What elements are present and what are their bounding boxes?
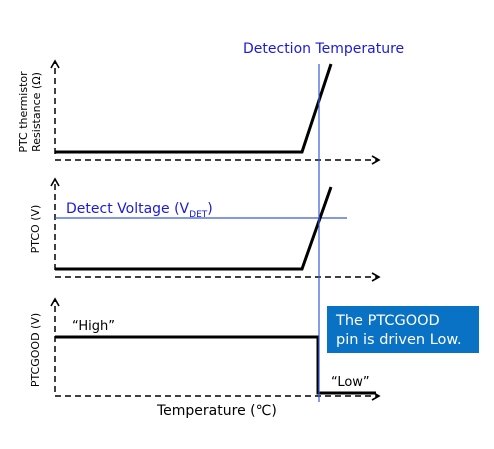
x-axis-label: Temperature (℃) <box>156 403 277 419</box>
ptcgood-callout: The PTCGOOD pin is driven Low. <box>327 306 479 353</box>
callout-line2: pin is driven Low. <box>336 332 462 348</box>
resistance-curve <box>55 63 333 154</box>
detection-temperature-label: Detection Temperature <box>243 41 404 57</box>
callout-line1: The PTCGOOD <box>336 313 440 329</box>
ptcgood-signal <box>55 335 376 395</box>
high-state-label: “High” <box>72 319 115 334</box>
ptco-axis-label: PTCO (V) <box>29 205 42 254</box>
low-state-label: “Low” <box>331 375 370 390</box>
ptcgood-axis-label: PTCGOOD (V) <box>29 313 42 387</box>
detect-voltage-label: Detect Voltage (VDET) <box>66 201 213 220</box>
resistance-axis-label-line1: PTC thermistor <box>17 71 30 153</box>
callout-background <box>327 306 479 353</box>
ptco-panel: Detect Voltage (VDET) PTCO (V) <box>29 177 381 282</box>
ptco-curve <box>55 186 333 271</box>
resistance-panel: PTC thermistor Resistance (Ω) <box>17 59 381 165</box>
resistance-axis-label-line2: Resistance (Ω) <box>30 72 43 152</box>
ptcgood-panel: “High” “Low” PTCGOOD (V) <box>29 297 381 401</box>
